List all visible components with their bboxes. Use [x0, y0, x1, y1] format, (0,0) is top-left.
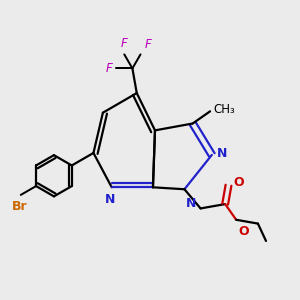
- Text: F: F: [106, 62, 113, 75]
- Text: O: O: [238, 225, 249, 238]
- Text: F: F: [121, 37, 128, 50]
- Text: N: N: [217, 147, 227, 160]
- Text: N: N: [186, 196, 196, 210]
- Text: N: N: [105, 193, 116, 206]
- Text: Br: Br: [11, 200, 27, 213]
- Text: F: F: [145, 38, 152, 52]
- Text: O: O: [234, 176, 244, 189]
- Text: CH₃: CH₃: [214, 103, 235, 116]
